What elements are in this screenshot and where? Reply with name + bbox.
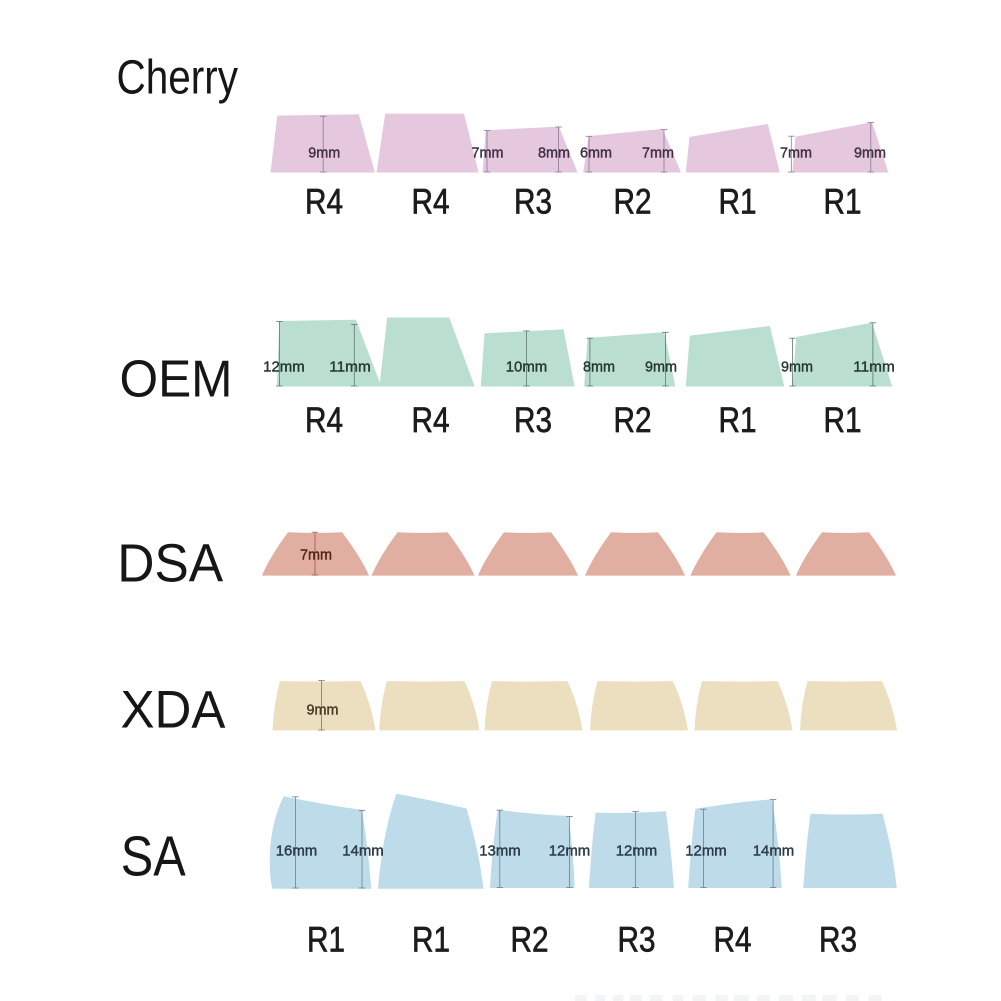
svg-text:R1: R1	[307, 920, 345, 960]
svg-text:R4: R4	[412, 182, 450, 222]
svg-text:12mm: 12mm	[616, 844, 658, 860]
svg-text:R4: R4	[305, 400, 343, 440]
svg-text:DSA: DSA	[117, 534, 223, 594]
svg-text:16mm: 16mm	[276, 844, 318, 860]
svg-text:13mm: 13mm	[479, 844, 521, 860]
svg-text:7mm: 7mm	[300, 548, 332, 564]
svg-text:R3: R3	[819, 920, 857, 960]
svg-text:Cherry: Cherry	[117, 51, 239, 104]
svg-text:7mm: 7mm	[642, 145, 674, 161]
svg-text:10mm: 10mm	[506, 359, 548, 375]
svg-text:11mm: 11mm	[329, 359, 371, 375]
svg-text:R2: R2	[614, 182, 652, 222]
svg-text:9mm: 9mm	[645, 359, 677, 375]
svg-text:R1: R1	[824, 400, 862, 440]
svg-text:7mm: 7mm	[780, 145, 812, 161]
svg-text:11mm: 11mm	[853, 359, 895, 375]
svg-text:R3: R3	[514, 400, 552, 440]
svg-text:R1: R1	[412, 920, 450, 960]
svg-text:12mm: 12mm	[263, 359, 305, 375]
svg-text:R2: R2	[511, 920, 549, 960]
svg-text:R4: R4	[305, 182, 343, 222]
svg-text:9mm: 9mm	[854, 145, 886, 161]
svg-text:6mm: 6mm	[580, 145, 612, 161]
svg-text:8mm: 8mm	[583, 359, 615, 375]
svg-text:9mm: 9mm	[781, 359, 813, 375]
svg-text:R1: R1	[824, 182, 862, 222]
svg-text:R1: R1	[719, 400, 757, 440]
svg-text:14mm: 14mm	[342, 844, 384, 860]
svg-text:9mm: 9mm	[308, 145, 340, 161]
svg-text:R4: R4	[412, 400, 450, 440]
svg-text:SA: SA	[121, 825, 186, 889]
svg-text:R1: R1	[719, 182, 757, 222]
svg-text:R2: R2	[614, 400, 652, 440]
svg-text:OEM: OEM	[120, 351, 233, 409]
svg-text:R3: R3	[514, 182, 552, 222]
svg-text:R4: R4	[714, 920, 752, 960]
svg-text:R3: R3	[618, 920, 656, 960]
svg-text:XDA: XDA	[121, 680, 227, 739]
svg-text:7mm: 7mm	[472, 145, 504, 161]
svg-text:9mm: 9mm	[307, 702, 339, 718]
svg-text:12mm: 12mm	[685, 844, 727, 860]
svg-text:14mm: 14mm	[753, 844, 795, 860]
svg-text:8mm: 8mm	[538, 145, 570, 161]
svg-text:12mm: 12mm	[549, 844, 591, 860]
